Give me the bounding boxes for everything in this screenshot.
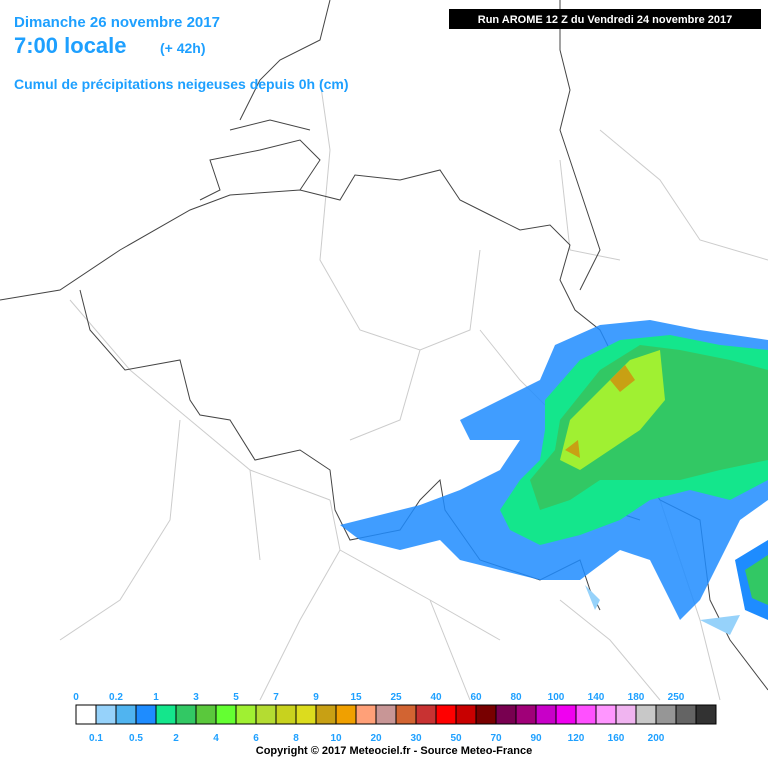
legend-swatch [355,704,377,725]
legend-swatch [535,704,557,725]
legend-swatch [295,704,317,725]
legend-label: 180 [628,692,645,703]
legend-label: 25 [390,692,402,703]
date: Dimanche 26 novembre 2017 [14,14,220,31]
legend-swatch [595,704,617,725]
legend-label: 0.2 [109,692,123,703]
legend-swatch [115,704,137,725]
legend-swatch [555,704,577,725]
legend-swatch [695,704,717,725]
lead: (+ 42h) [160,40,206,56]
legend-swatch [495,704,517,725]
legend-swatch [435,704,457,725]
legend-label: 50 [450,733,462,744]
legend-label: 0 [73,692,79,703]
legend-label: 60 [470,692,482,703]
legend-label: 15 [350,692,362,703]
legend-label: 70 [490,733,502,744]
legend-swatch [655,704,677,725]
legend-swatch [315,704,337,725]
legend-label: 0.5 [129,733,143,744]
legend-swatch [195,704,217,725]
legend-swatch [95,704,117,725]
legend-swatch [475,704,497,725]
legend-swatch [615,704,637,725]
legend-label: 80 [510,692,522,703]
legend-swatch [375,704,397,725]
legend-label: 120 [568,733,585,744]
legend-label: 0.1 [89,733,103,744]
legend-swatch [395,704,417,725]
legend-label: 6 [253,733,259,744]
legend-label: 20 [370,733,382,744]
legend-label: 8 [293,733,299,744]
time: 7:00 locale [14,33,127,58]
legend-swatch [675,704,697,725]
legend-swatch [135,704,157,725]
legend-label: 90 [530,733,542,744]
legend-swatch [275,704,297,725]
legend-label: 140 [588,692,605,703]
run: Run AROME 12 Z du Vendredi 24 novembre 2… [478,14,733,26]
legend-swatch [515,704,537,725]
legend-label: 10 [330,733,342,744]
legend-swatch [575,704,597,725]
legend-swatch [455,704,477,725]
copyright: Copyright © 2017 Meteociel.fr - Source M… [256,745,532,757]
legend-swatch [75,704,97,725]
legend-swatch [215,704,237,725]
legend-swatch [175,704,197,725]
legend-label: 4 [213,733,219,744]
legend-swatch [635,704,657,725]
legend-swatch [235,704,257,725]
legend-label: 1 [153,692,159,703]
legend-label: 100 [548,692,565,703]
legend-label: 2 [173,733,179,744]
legend-label: 200 [648,733,665,744]
legend-label: 7 [273,692,279,703]
legend-label: 3 [193,692,199,703]
legend-label: 30 [410,733,422,744]
run-box [449,9,761,29]
legend-swatch [155,704,177,725]
legend-label: 250 [668,692,685,703]
legend-swatch [255,704,277,725]
legend-label: 9 [313,692,319,703]
legend-swatch [335,704,357,725]
legend-swatch [415,704,437,725]
legend: 0 0.1 0.2 0.5 1 2 3 4 5 6 7 8 9 10 15 20 25 30 40 50 60 70 80 9… [73,692,717,744]
subtitle: Cumul de précipitations neigeuses depuis… [14,76,349,92]
snow-field [340,320,768,635]
legend-label: 5 [233,692,239,703]
legend-label: 40 [430,692,442,703]
legend-label: 160 [608,733,625,744]
